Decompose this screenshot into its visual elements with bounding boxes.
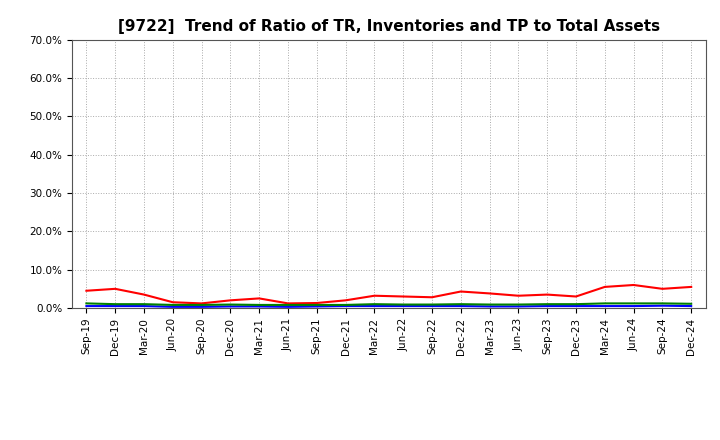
Inventories: [687, 304, 696, 309]
Trade Payables: [226, 302, 235, 307]
Line: Trade Receivables: Trade Receivables: [86, 285, 691, 304]
Trade Payables: [514, 302, 523, 307]
Inventories: [658, 303, 667, 308]
Trade Payables: [140, 301, 148, 307]
Inventories: [82, 304, 91, 309]
Trade Receivables: [485, 291, 494, 296]
Trade Receivables: [658, 286, 667, 291]
Trade Payables: [485, 302, 494, 307]
Title: [9722]  Trend of Ratio of TR, Inventories and TP to Total Assets: [9722] Trend of Ratio of TR, Inventories…: [118, 19, 660, 34]
Trade Receivables: [629, 282, 638, 288]
Inventories: [428, 304, 436, 309]
Trade Receivables: [543, 292, 552, 297]
Trade Payables: [168, 302, 177, 308]
Trade Receivables: [111, 286, 120, 291]
Trade Receivables: [514, 293, 523, 298]
Trade Receivables: [600, 284, 609, 290]
Line: Trade Payables: Trade Payables: [86, 304, 691, 305]
Inventories: [600, 304, 609, 309]
Inventories: [543, 304, 552, 309]
Inventories: [456, 304, 465, 309]
Trade Payables: [428, 302, 436, 307]
Trade Receivables: [399, 294, 408, 299]
Trade Receivables: [168, 300, 177, 305]
Trade Receivables: [197, 301, 206, 306]
Inventories: [284, 304, 292, 309]
Line: Inventories: Inventories: [86, 306, 691, 307]
Trade Payables: [341, 302, 350, 308]
Trade Receivables: [82, 288, 91, 293]
Trade Payables: [600, 301, 609, 306]
Inventories: [197, 304, 206, 309]
Inventories: [140, 304, 148, 309]
Trade Payables: [370, 301, 379, 307]
Trade Payables: [399, 302, 408, 307]
Inventories: [485, 304, 494, 309]
Inventories: [572, 304, 580, 309]
Trade Receivables: [226, 298, 235, 303]
Inventories: [255, 304, 264, 309]
Trade Receivables: [341, 298, 350, 303]
Trade Payables: [658, 301, 667, 306]
Trade Receivables: [255, 296, 264, 301]
Trade Payables: [197, 302, 206, 308]
Trade Payables: [687, 301, 696, 306]
Trade Payables: [629, 301, 638, 306]
Inventories: [168, 304, 177, 309]
Trade Receivables: [370, 293, 379, 298]
Trade Receivables: [456, 289, 465, 294]
Legend: Trade Receivables, Inventories, Trade Payables: Trade Receivables, Inventories, Trade Pa…: [158, 435, 619, 440]
Trade Receivables: [312, 301, 321, 306]
Inventories: [312, 304, 321, 309]
Trade Payables: [284, 302, 292, 308]
Trade Receivables: [572, 294, 580, 299]
Trade Payables: [111, 301, 120, 307]
Inventories: [514, 304, 523, 309]
Inventories: [370, 304, 379, 309]
Trade Receivables: [140, 292, 148, 297]
Trade Payables: [82, 301, 91, 306]
Inventories: [341, 304, 350, 309]
Trade Payables: [572, 301, 580, 307]
Trade Payables: [456, 301, 465, 307]
Trade Receivables: [284, 301, 292, 306]
Trade Payables: [312, 302, 321, 308]
Trade Payables: [543, 301, 552, 307]
Inventories: [629, 304, 638, 309]
Trade Receivables: [687, 284, 696, 290]
Trade Receivables: [428, 295, 436, 300]
Inventories: [111, 304, 120, 309]
Inventories: [226, 304, 235, 309]
Inventories: [399, 304, 408, 309]
Trade Payables: [255, 302, 264, 308]
